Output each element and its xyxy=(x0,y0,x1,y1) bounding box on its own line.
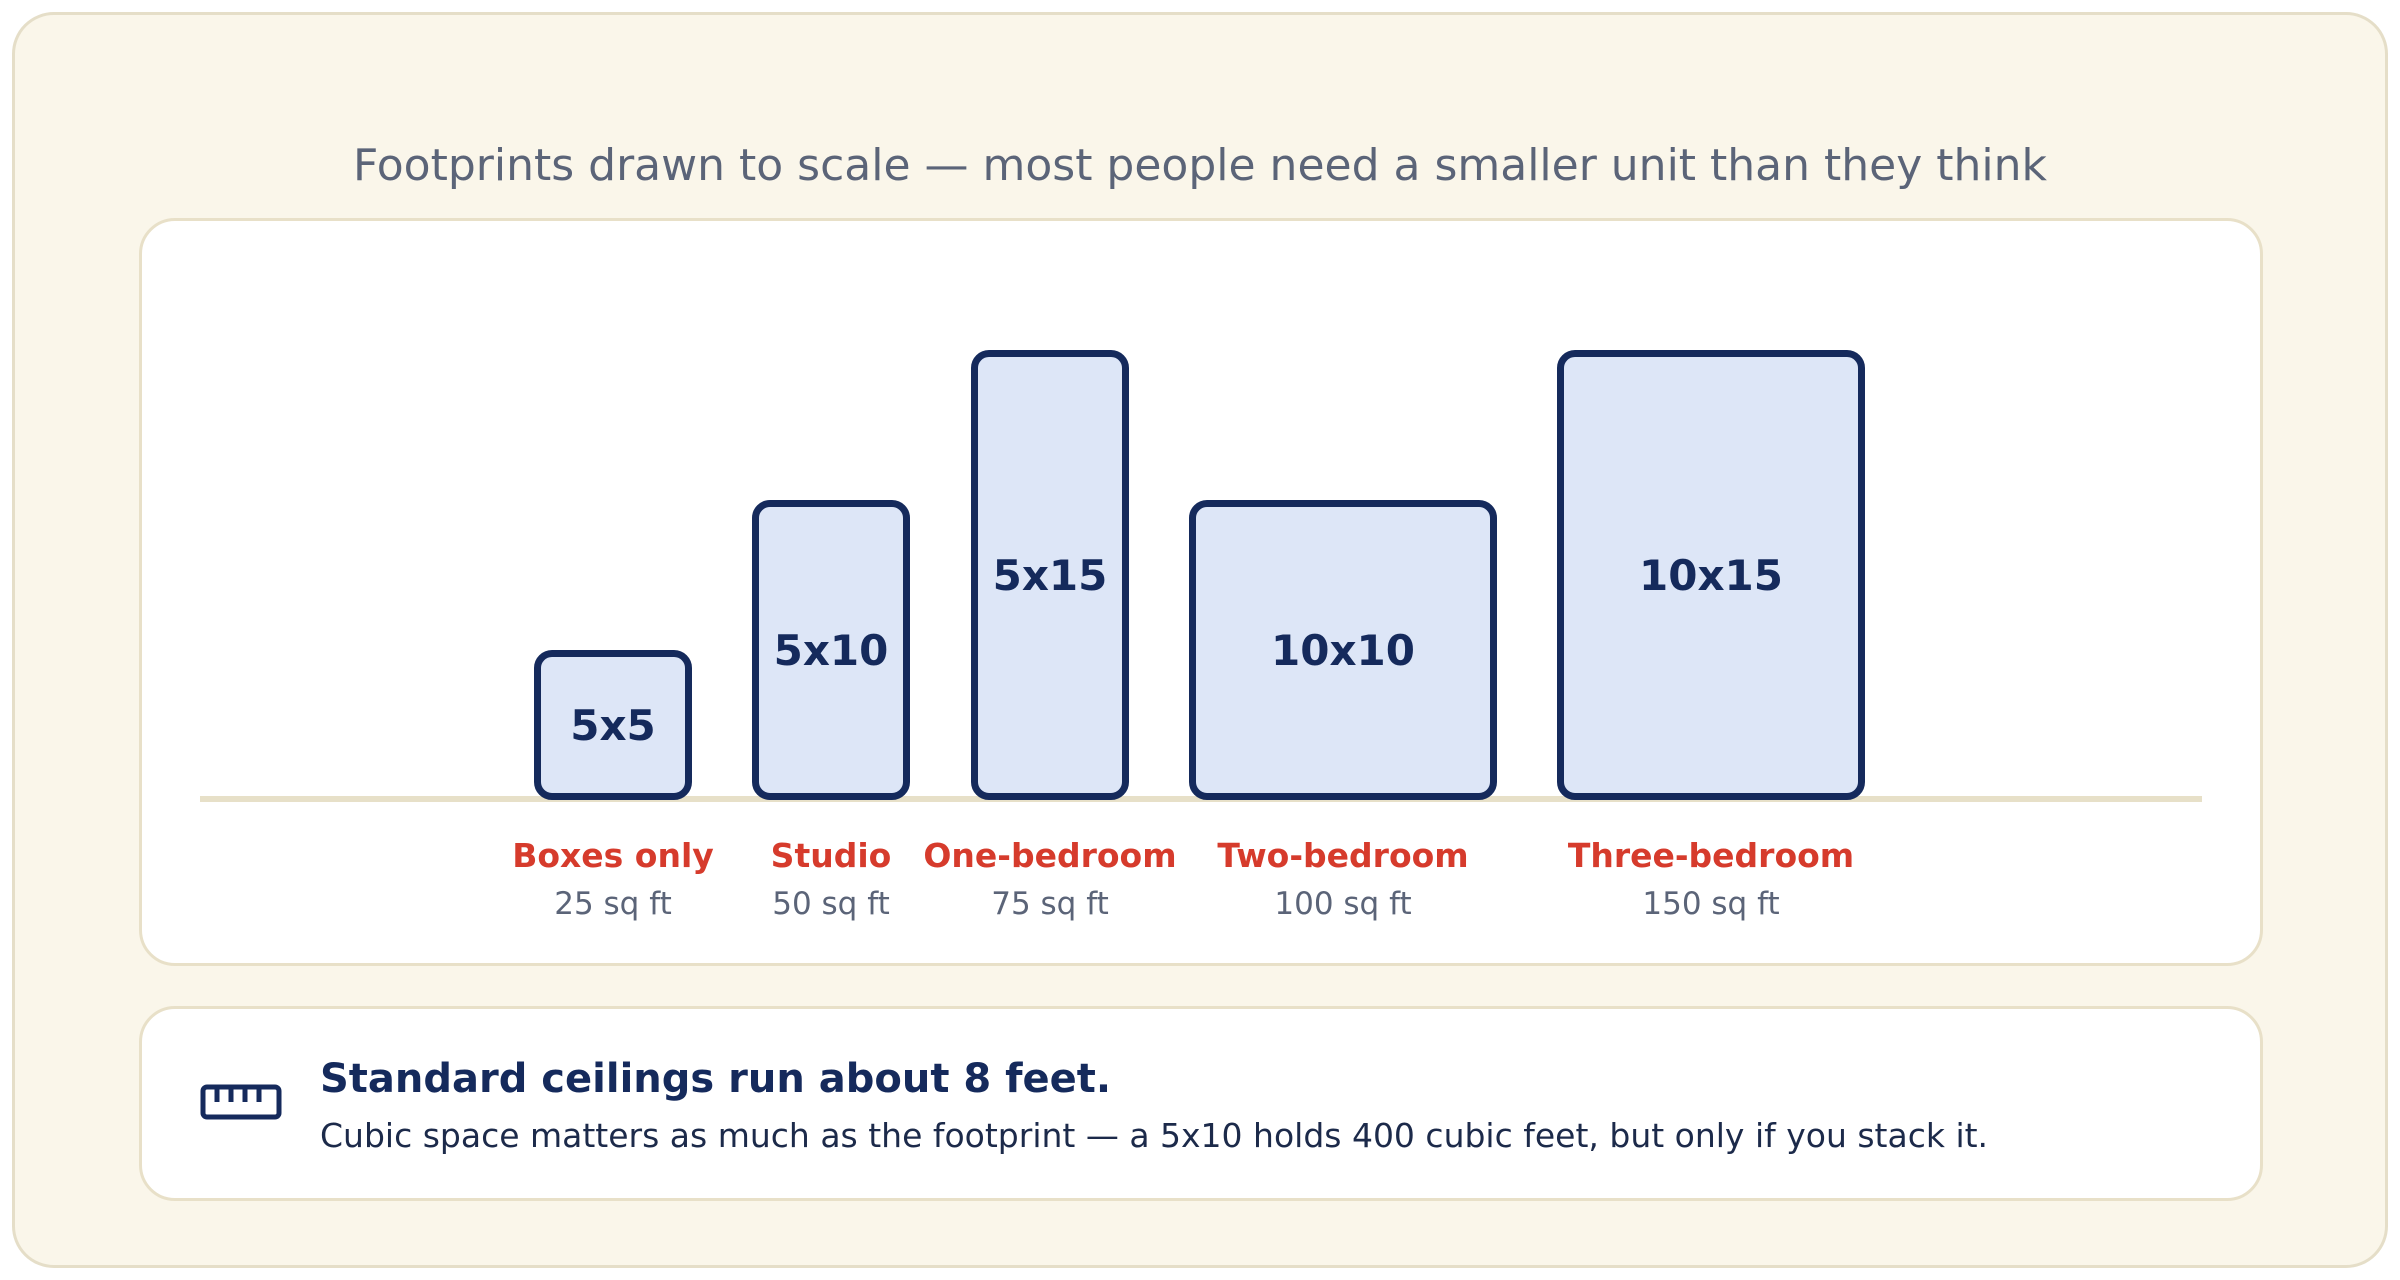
unit-footprint-10x10: 10x10 xyxy=(1189,500,1497,800)
ceiling-note-card xyxy=(139,1006,2263,1201)
unit-area-label: 150 sq ft xyxy=(1642,886,1780,922)
unit-use-label: Studio xyxy=(770,836,892,875)
unit-footprint-10x15: 10x15 xyxy=(1557,350,1865,800)
unit-dimensions: 10x15 xyxy=(1639,550,1783,600)
unit-use-label: Two-bedroom xyxy=(1217,836,1469,875)
unit-footprint-5x5: 5x5 xyxy=(534,650,692,800)
unit-footprint-5x15: 5x15 xyxy=(971,350,1129,800)
unit-footprint-5x10: 5x10 xyxy=(752,500,910,800)
note-body: Cubic space matters as much as the footp… xyxy=(320,1116,1989,1155)
note-title: Standard ceilings run about 8 feet. xyxy=(320,1056,1112,1102)
unit-use-label: Boxes only xyxy=(512,836,714,875)
unit-area-label: 50 sq ft xyxy=(772,886,890,922)
unit-area-label: 75 sq ft xyxy=(991,886,1109,922)
unit-dimensions: 5x15 xyxy=(992,550,1108,600)
unit-dimensions: 5x5 xyxy=(570,700,656,750)
unit-dimensions: 5x10 xyxy=(773,625,889,675)
unit-area-label: 100 sq ft xyxy=(1274,886,1412,922)
diagram-headline: Footprints drawn to scale — most people … xyxy=(353,140,2047,191)
ruler-icon xyxy=(200,1084,282,1120)
unit-area-label: 25 sq ft xyxy=(554,886,672,922)
unit-use-label: Three-bedroom xyxy=(1567,836,1855,875)
unit-dimensions: 10x10 xyxy=(1271,625,1415,675)
unit-use-label: One-bedroom xyxy=(923,836,1177,875)
